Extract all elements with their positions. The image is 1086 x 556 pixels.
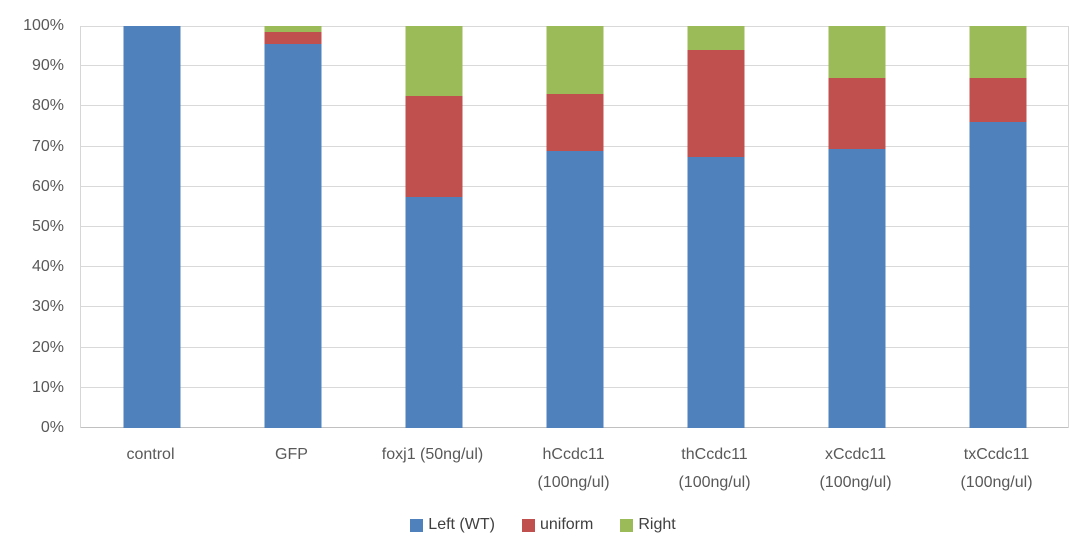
stacked-bar-4 <box>687 26 744 428</box>
x-tick-label-4: thCcdc11 (100ng/ul) <box>678 446 751 491</box>
stacked-bar-1 <box>264 26 321 428</box>
stacked-bar-6 <box>969 26 1026 428</box>
bar-segment-right <box>969 26 1026 79</box>
legend-label: uniform <box>539 516 594 533</box>
y-tick-label-10: 10% <box>31 378 64 396</box>
bar-segment-left-wt <box>828 148 885 428</box>
x-tick-label-5: xCcdc11 (100ng/ul) <box>819 446 892 491</box>
bar-segment-left-wt <box>969 122 1026 428</box>
plot-area <box>80 26 1069 428</box>
y-tick-label-0: 0% <box>40 419 64 436</box>
bar-segment-uniform <box>546 94 603 151</box>
y-tick-label-100: 100% <box>23 17 64 34</box>
bar-segment-left-wt <box>123 26 180 428</box>
bar-segment-left-wt <box>687 156 744 428</box>
x-tick-label-3: hCcdc11 (100ng/ul) <box>537 446 610 491</box>
category-slot-5 <box>786 26 927 428</box>
legend: Left (WT) uniform Right <box>0 517 1086 533</box>
y-tick-label-70: 70% <box>31 137 64 155</box>
bar-segment-uniform <box>969 78 1026 123</box>
bars-container <box>81 26 1068 428</box>
legend-label: Right <box>638 516 676 533</box>
bar-segment-uniform <box>687 50 744 157</box>
bar-segment-uniform <box>828 78 885 149</box>
stacked-bar-0 <box>123 26 180 428</box>
y-tick-label-80: 80% <box>31 97 64 115</box>
category-slot-0 <box>81 26 222 428</box>
y-tick-label-60: 60% <box>31 177 64 195</box>
x-tick-label-2: foxj1 (50ng/ul) <box>381 446 484 463</box>
legend-item-left-wt: Left (WT) <box>410 517 495 533</box>
x-tick-label-1: GFP <box>275 446 308 463</box>
y-tick-label-90: 90% <box>31 57 64 75</box>
category-slot-2 <box>363 26 504 428</box>
y-tick-label-40: 40% <box>31 258 64 276</box>
category-slot-4 <box>645 26 786 428</box>
y-axis-labels: 0% 10% 20% 30% 40% 50% 60% 70% 80% 90% 100% <box>0 17 64 436</box>
y-tick-label-30: 30% <box>31 298 64 316</box>
legend-item-right: Right <box>620 516 676 533</box>
x-tick-label-6: txCcdc11 (100ng/ul) <box>960 446 1033 491</box>
bar-segment-left-wt <box>405 196 462 428</box>
bar-segment-left-wt <box>264 44 321 428</box>
x-tick-label-0: control <box>126 446 175 463</box>
stacked-bar-2 <box>405 26 462 428</box>
bar-segment-uniform <box>405 96 462 197</box>
bar-segment-right <box>264 26 321 33</box>
stacked-bar-3 <box>546 26 603 428</box>
legend-item-uniform: uniform <box>521 516 594 533</box>
legend-label: Left (WT) <box>428 516 495 533</box>
legend-swatch-icon <box>620 518 634 532</box>
category-slot-6 <box>927 26 1068 428</box>
legend-swatch-icon <box>521 518 535 532</box>
category-slot-3 <box>504 26 645 428</box>
category-slot-1 <box>222 26 363 428</box>
x-axis-labels: control GFP foxj1 (50ng/ul) hCcdc11 (100ng/… <box>80 441 1067 497</box>
bar-segment-right <box>405 26 462 97</box>
bar-segment-left-wt <box>546 150 603 428</box>
bar-segment-right <box>546 26 603 95</box>
stacked-bar-5 <box>828 26 885 428</box>
bar-segment-uniform <box>264 32 321 45</box>
bar-segment-right <box>687 26 744 51</box>
bar-segment-right <box>828 26 885 79</box>
y-tick-label-50: 50% <box>31 218 64 235</box>
legend-swatch-icon <box>410 518 424 532</box>
y-tick-label-20: 20% <box>31 338 64 356</box>
